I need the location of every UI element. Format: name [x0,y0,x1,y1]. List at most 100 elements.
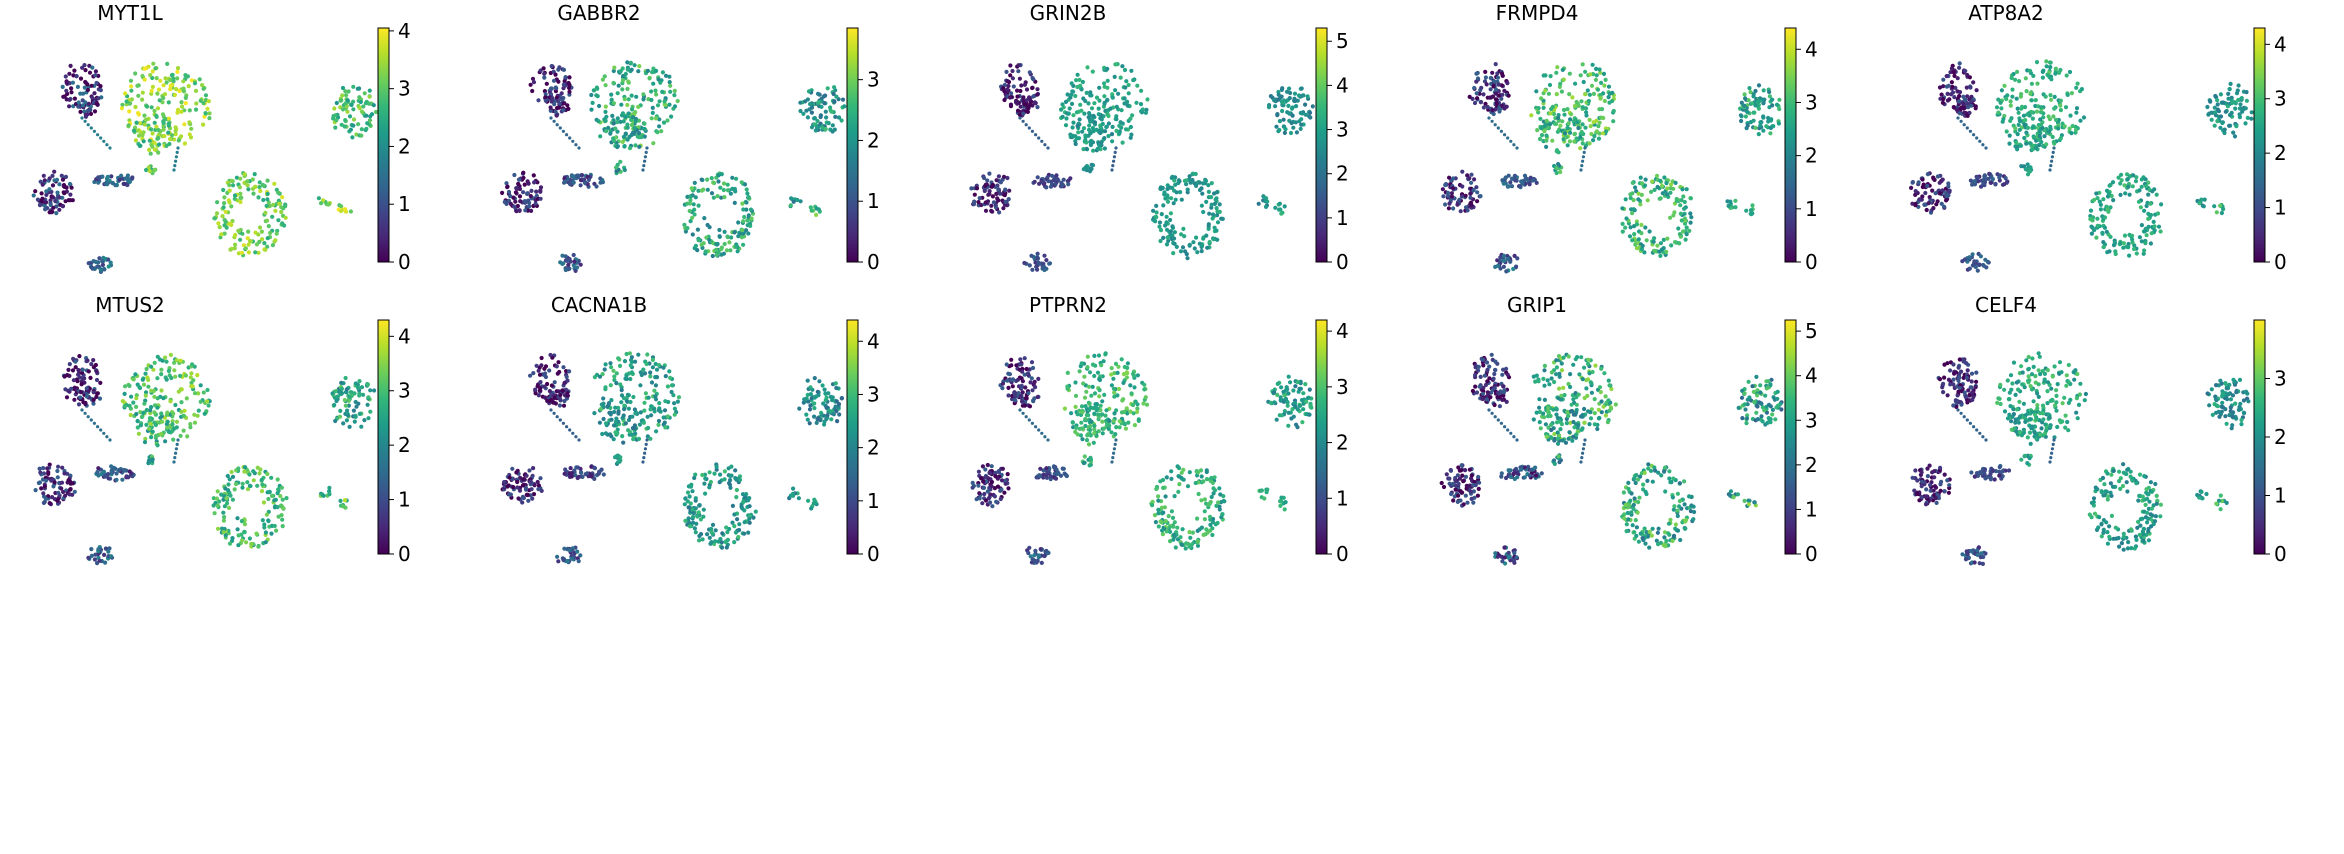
umap-point [1502,258,1507,263]
umap-point [165,410,170,415]
umap-point [561,108,566,113]
umap-point [654,375,660,380]
umap-point [1274,124,1279,129]
umap-point [560,253,565,258]
umap-point [637,422,643,427]
umap-point [603,421,609,426]
umap-point [1168,211,1173,216]
umap-point [351,123,356,128]
umap-point [40,196,45,201]
umap-point [689,186,694,191]
umap-point [50,183,56,188]
umap-point [1582,150,1586,154]
umap-point [575,265,580,270]
umap-point [55,498,60,503]
umap-point [1673,180,1678,185]
umap-point [1088,93,1093,98]
umap-point [728,485,733,490]
umap-point [2239,96,2244,101]
umap-point [1988,180,1993,185]
umap-point [81,91,86,96]
umap-point [629,93,634,98]
umap-point [1122,67,1128,73]
umap-point [2025,162,2030,167]
umap-point [1086,127,1092,132]
umap-point [972,192,977,197]
umap-point [513,199,518,204]
umap-point [561,86,566,91]
umap-point [667,102,672,107]
umap-point [809,105,815,110]
umap-point [169,133,175,138]
umap-point [1002,193,1007,198]
umap-point [245,183,250,188]
umap-point [1633,185,1638,190]
umap-point [166,100,171,105]
umap-point [553,109,558,114]
umap-point [637,64,642,69]
umap-point [2095,216,2100,221]
umap-point [262,241,267,246]
umap-point [127,383,132,388]
umap-point [648,370,653,375]
umap-point [699,242,704,247]
umap-point [2130,233,2135,238]
umap-point [1583,106,1589,111]
umap-point [675,98,680,104]
umap-point [1035,105,1040,110]
umap-point [805,97,811,102]
umap-point [1472,100,1478,106]
umap-point [2058,108,2063,113]
umap-point [1010,68,1015,74]
panel-title: MTUS2 [95,293,165,317]
umap-point [688,198,693,203]
umap-point [661,120,667,125]
umap-point [1580,105,1585,110]
umap-point [94,377,100,383]
umap-point [248,239,253,244]
umap-point [716,179,721,184]
umap-point [1547,82,1553,88]
umap-point [1170,233,1175,238]
umap-point [2154,192,2159,197]
umap-point [321,493,326,498]
umap-point [2014,140,2019,146]
umap-point [2040,69,2045,74]
umap-point [1572,139,1577,144]
umap-point [2033,98,2038,103]
umap-point [136,111,141,116]
umap-point [2144,184,2149,189]
umap-point [80,408,84,412]
umap-point [660,70,666,75]
umap-point [280,517,285,522]
umap-point [159,388,164,393]
umap-point [1551,111,1557,117]
umap-point [987,189,992,194]
umap-point [120,102,125,107]
umap-point [505,184,510,189]
umap-point [57,195,62,200]
umap-point [2039,122,2044,127]
umap-point [2095,223,2100,228]
umap-point [280,497,285,502]
umap-point [1078,102,1083,107]
umap-point [695,227,701,232]
umap-point [1597,67,1602,72]
umap-point [558,126,562,130]
umap-point [1543,88,1548,93]
umap-point [1041,261,1046,266]
umap-point [2065,92,2070,97]
umap-point [1286,103,1291,108]
umap-point [1022,260,1027,266]
umap-point [113,466,118,471]
umap-point [663,73,669,78]
umap-point [338,98,343,103]
umap-point [149,127,154,132]
umap-point [707,237,712,242]
umap-point [1211,237,1216,242]
umap-point [997,210,1002,215]
umap-point [61,190,66,195]
umap-point [1117,123,1122,128]
umap-point [1561,77,1566,82]
umap-point [2227,123,2232,128]
